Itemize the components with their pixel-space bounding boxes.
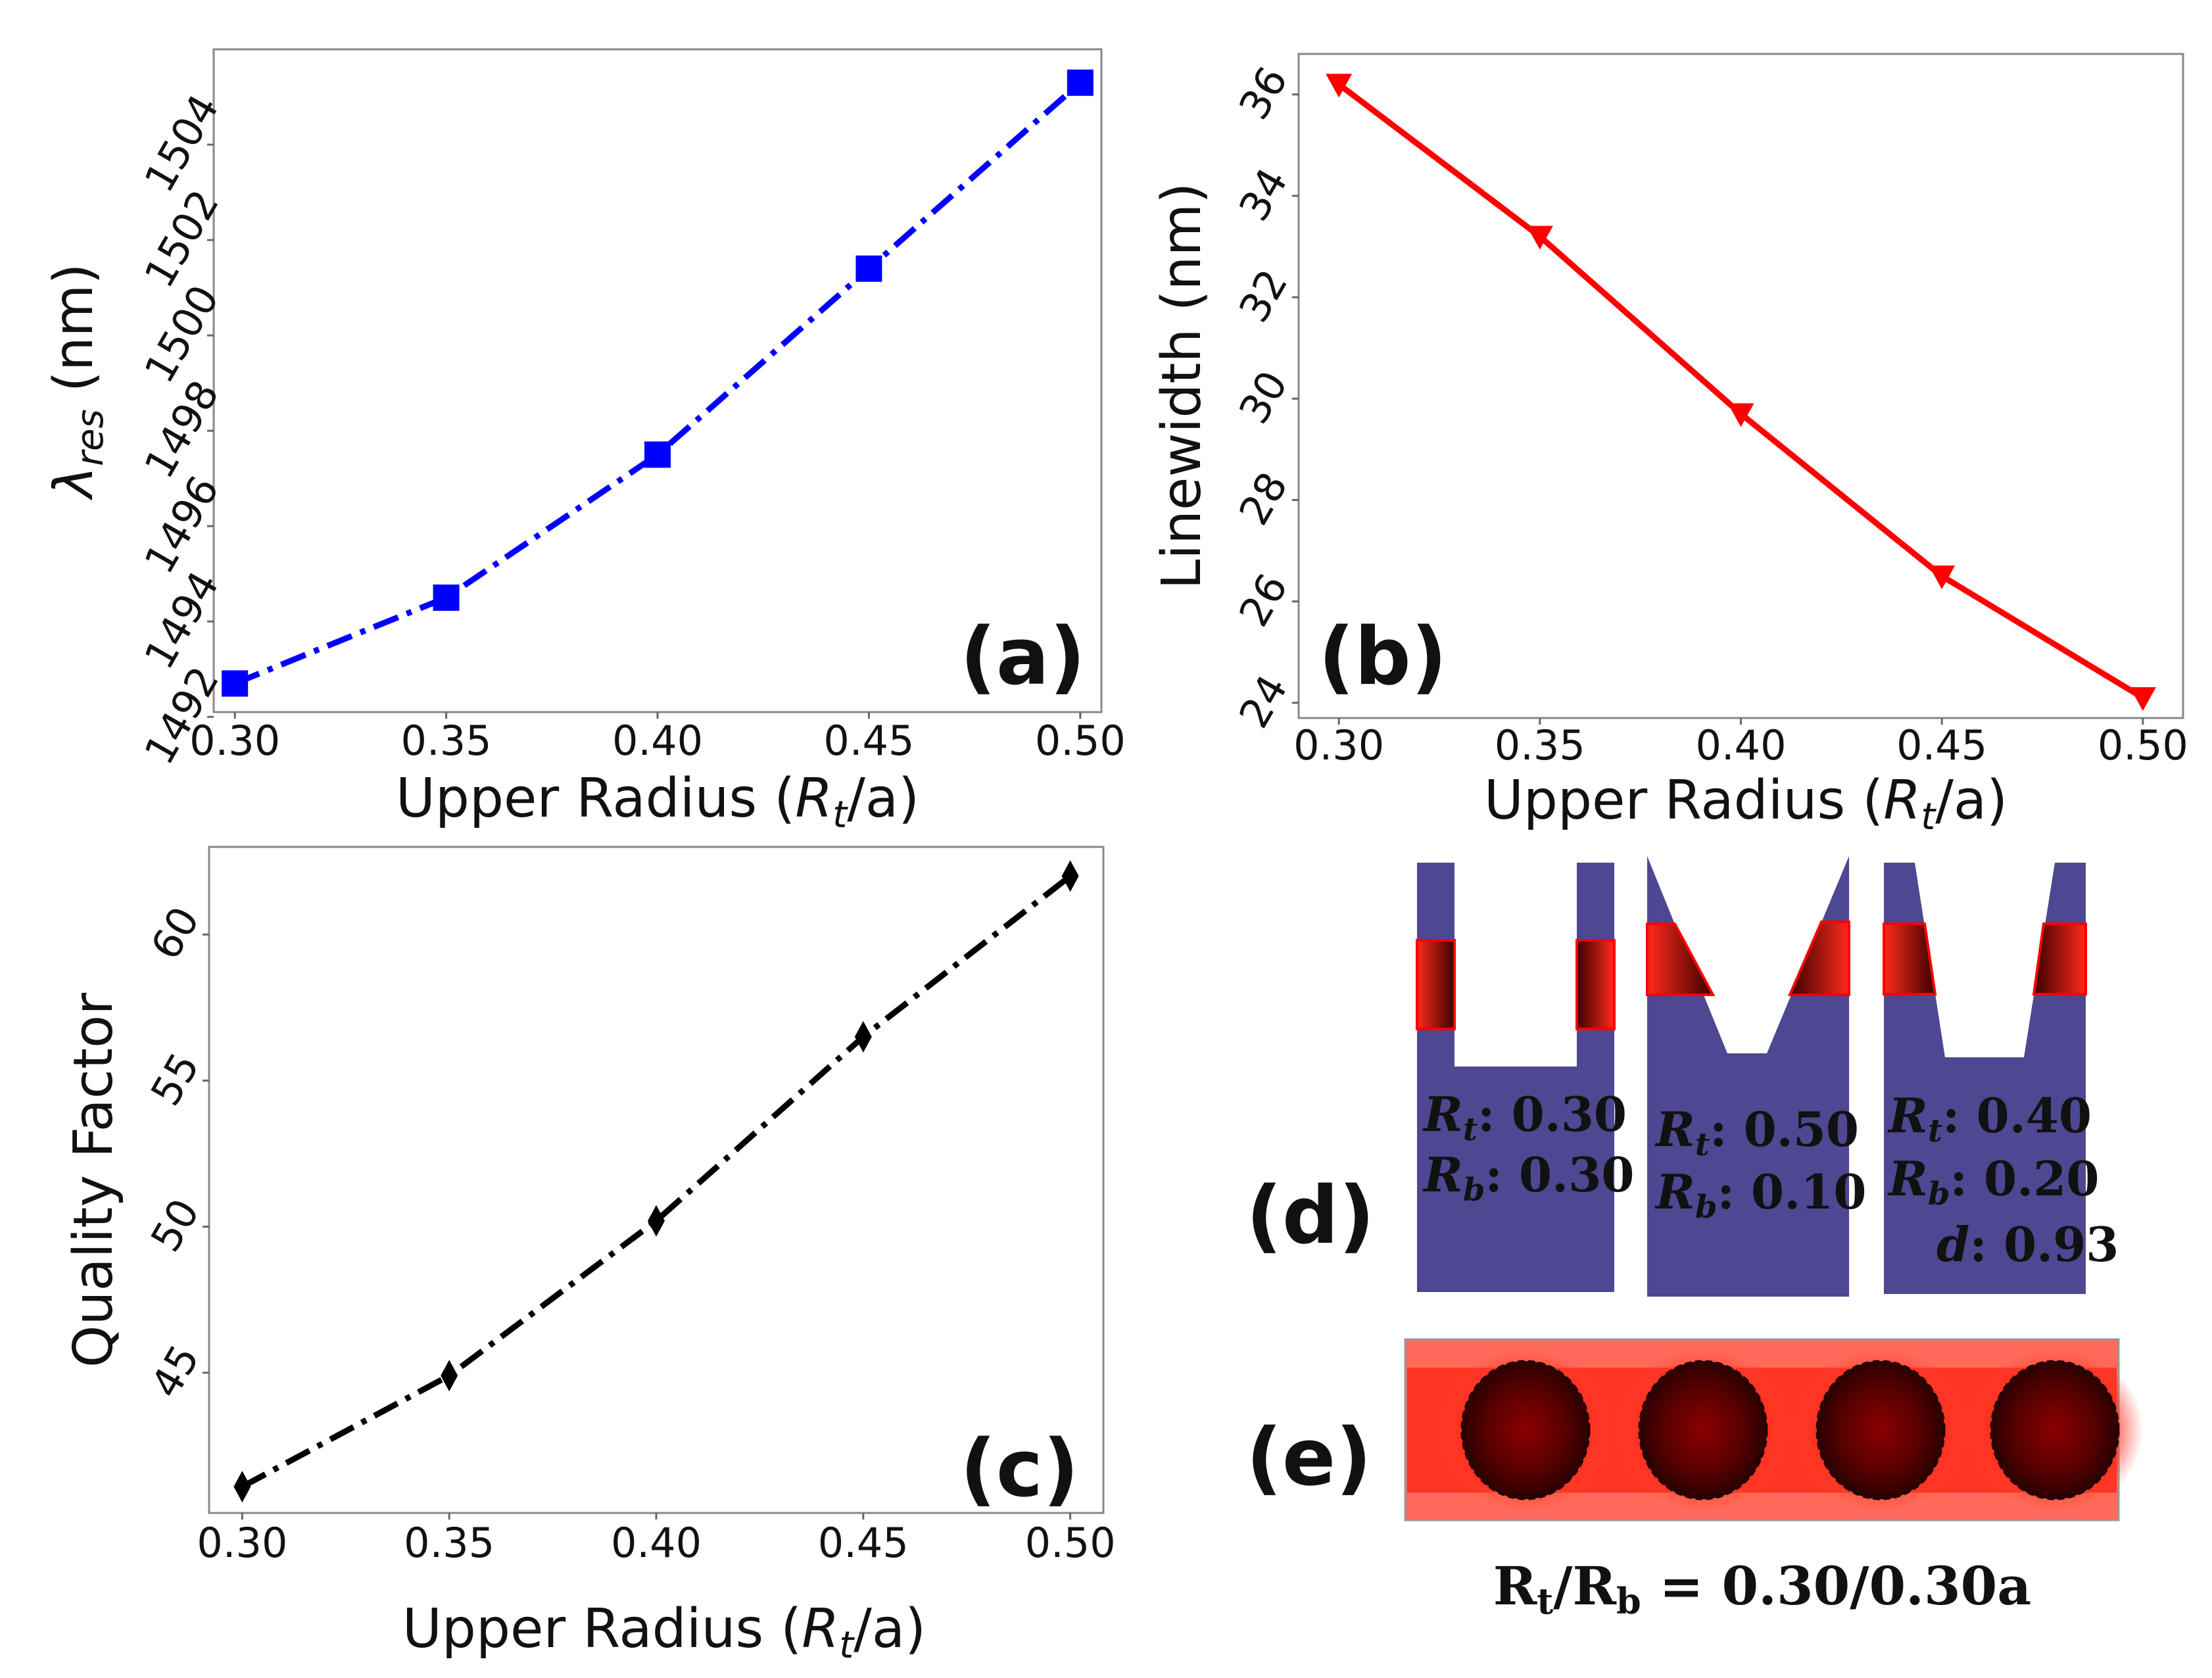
y-tick-label: 45: [141, 1337, 209, 1406]
field-region-left: [1646, 923, 1716, 996]
x-tick-label: 0.35: [401, 717, 492, 765]
panel-label-d: (d): [1246, 1170, 1375, 1262]
panel-label-a: (a): [960, 611, 1086, 703]
x-tick-label: 0.50: [1035, 717, 1126, 765]
x-tick-label: 0.30: [197, 1519, 287, 1567]
y-tick-labels: 24 26 28 30 32 34 36: [1230, 59, 1299, 736]
data-point-marker: [1526, 226, 1553, 250]
cell-shape: [1647, 856, 1849, 1297]
panel-label-b: (b): [1318, 611, 1447, 703]
y-axis-label: Linewidth (nm): [1151, 183, 1213, 590]
data-point-marker: [233, 1471, 251, 1503]
y-tick-label: 30: [1230, 363, 1297, 432]
y-tick-label: 34: [1230, 160, 1297, 229]
data-point-marker: [2129, 687, 2156, 711]
series-markers: [222, 69, 1094, 697]
data-point-marker: [1326, 74, 1353, 98]
cell-1-param-rb: Rb: 0.30: [1422, 1147, 1634, 1209]
cell-2-param-rt: Rt: 0.50: [1654, 1101, 1859, 1163]
x-tick-label: 0.45: [818, 1519, 909, 1567]
plot-frame: [208, 846, 1105, 1514]
cell-1-param-rt: Rt: 0.30: [1422, 1086, 1627, 1148]
x-tick-label: 0.50: [2098, 721, 2188, 769]
x-tick-label: 0.35: [1495, 721, 1585, 769]
field-hole-2: [1614, 1348, 1792, 1512]
series-markers: [233, 860, 1079, 1503]
data-point-marker: [222, 670, 249, 697]
y-tick-label: 55: [141, 1045, 209, 1114]
x-tick-label: 0.40: [612, 717, 703, 765]
panel-b-chart: 0.30 0.35 0.40 0.45 0.50 24 26 28 30 32 34 36 Uppe…: [1151, 53, 2188, 838]
field-hole-4: [1966, 1348, 2144, 1512]
y-axis-label: Quality Factor: [62, 993, 125, 1368]
data-point-marker: [644, 441, 671, 468]
x-tick-label: 0.30: [1293, 721, 1384, 769]
x-axis-label: Upper Radius (Rt/a): [1484, 769, 2008, 838]
data-point-marker: [648, 1205, 665, 1237]
panel-c-chart: 0.30 0.35 0.40 0.45 0.50 45 50 55 60 Upper Radi…: [62, 846, 1116, 1667]
data-point-marker: [1727, 403, 1754, 427]
panel-a-chart: 0.30 0.35 0.40 0.45 0.50 1492149414961498150…: [43, 48, 1126, 836]
x-axis-label: Upper Radius (Rt/a): [396, 767, 919, 836]
data-point-marker: [1067, 69, 1094, 96]
x-tick-label: 0.30: [189, 717, 280, 765]
x-tick-label: 0.45: [823, 717, 914, 765]
y-tick-label: 24: [1230, 667, 1297, 736]
cell-shape: [1884, 863, 2086, 1294]
cell-2-param-rb: Rb: 0.10: [1654, 1164, 1866, 1226]
series-line: [233, 80, 1082, 686]
y-tick-label: 28: [1230, 464, 1297, 533]
y-tick-labels: 45 50 55 60: [141, 899, 209, 1406]
data-point-marker: [855, 255, 882, 282]
y-tick-label: 50: [141, 1191, 209, 1260]
series-line: [241, 873, 1072, 1489]
x-tick-labels: 0.30 0.35 0.40 0.45 0.50: [197, 1513, 1116, 1567]
data-point-marker: [433, 584, 460, 611]
y-tick-label: 26: [1230, 565, 1297, 635]
cell-3-param-rt: Rt: 0.40: [1887, 1088, 2092, 1149]
x-tick-label: 0.35: [404, 1519, 494, 1567]
field-hole-1: [1437, 1348, 1614, 1512]
y-axis-label: λres (nm): [43, 263, 112, 500]
data-point-marker: [1929, 565, 1956, 590]
data-point-marker: [1061, 860, 1079, 892]
cell-3-param-rb: Rb: 0.20: [1887, 1151, 2099, 1212]
panel-e-field-map: (e) Rt/Rb = 0.30/0.30a: [1246, 1338, 2144, 1622]
series-line: [1337, 82, 2145, 701]
x-axis-label: Upper Radius (Rt/a): [402, 1598, 926, 1667]
x-tick-label: 0.45: [1896, 721, 1987, 769]
field-hole-3: [1792, 1348, 1969, 1512]
y-tick-label: 60: [141, 899, 209, 968]
data-point-marker: [854, 1020, 872, 1053]
y-tick-label: 36: [1230, 59, 1297, 128]
field-region-right: [1787, 921, 1850, 996]
field-region-right: [1575, 939, 1616, 1030]
unit-cell-2: Rt: 0.50 Rb: 0.10: [1646, 856, 1866, 1297]
panel-e-caption: Rt/Rb = 0.30/0.30a: [1493, 1555, 2031, 1622]
panel-label-e: (e): [1246, 1412, 1372, 1504]
x-tick-label: 0.50: [1025, 1519, 1116, 1567]
unit-cell-3: Rt: 0.40 Rb: 0.20 d: 0.93: [1883, 863, 2119, 1294]
x-tick-label: 0.40: [1695, 721, 1786, 769]
x-tick-labels: 0.30 0.35 0.40 0.45 0.50: [1293, 718, 2188, 769]
x-tick-labels: 0.30 0.35 0.40 0.45 0.50: [189, 712, 1126, 765]
cell-shape: [1417, 863, 1614, 1292]
field-region-left: [1416, 939, 1456, 1030]
field-region-right: [2032, 923, 2087, 995]
series-markers: [1326, 74, 2156, 711]
panel-d-unit-cells: (d) Rt: 0.30 Rb: 0.30 Rt: 0.50 Rb: 0.10 …: [1246, 856, 2119, 1297]
x-tick-label: 0.40: [611, 1519, 702, 1567]
data-point-marker: [441, 1360, 458, 1392]
cell-3-param-d: d: 0.93: [1936, 1216, 2119, 1272]
y-tick-label: 32: [1230, 261, 1297, 330]
field-region-left: [1883, 923, 1937, 995]
unit-cell-1: Rt: 0.30 Rb: 0.30: [1416, 863, 1634, 1292]
panel-label-c: (c): [960, 1424, 1079, 1515]
